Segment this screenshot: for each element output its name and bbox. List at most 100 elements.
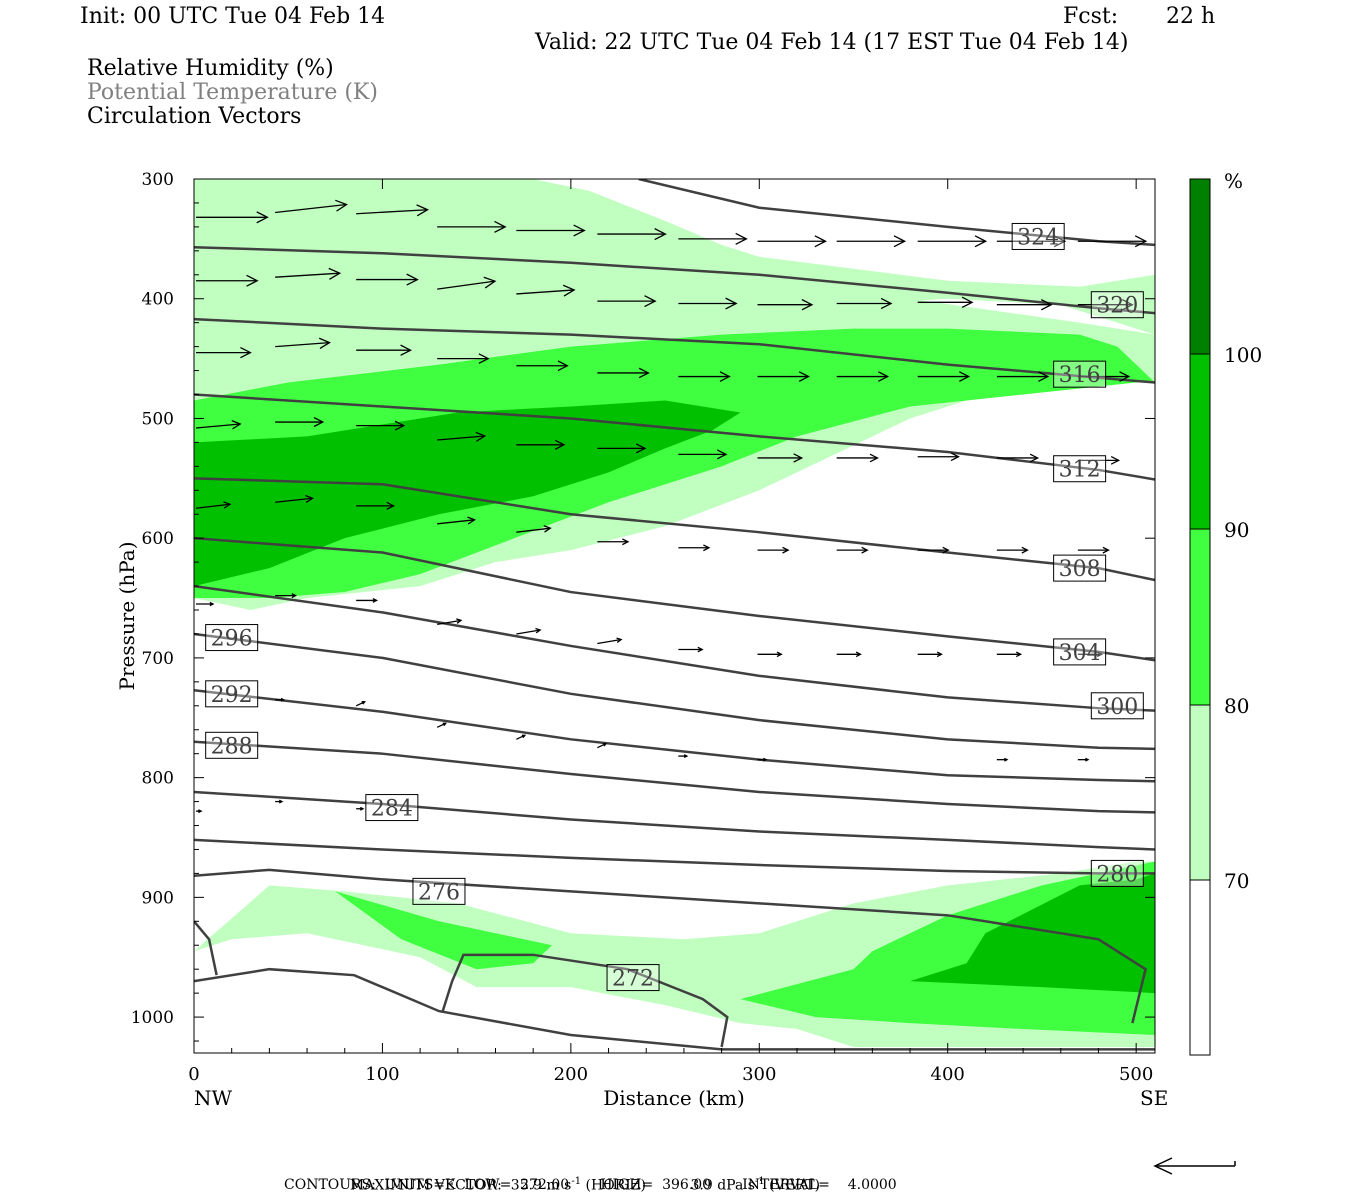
- contour-272: [441, 953, 729, 1048]
- vector-arrow-43: [757, 453, 804, 463]
- max-vector-label: MAXIMUM VECTOR:: [349, 1177, 502, 1194]
- colorbar: 100 90 80 70: [1189, 178, 1262, 1056]
- contour-272: [194, 920, 218, 976]
- contour-labels: 324 320 316 312 308 304 300 296 292 288 284 280 276 2…: [205, 222, 1144, 992]
- vector-arrow-4: [516, 224, 586, 237]
- y-tick-label-1000: 1000: [131, 1008, 174, 1028]
- vector-arrow-56: [836, 546, 869, 554]
- vector-arrow-9: [917, 235, 988, 248]
- vector-arrow-26: [356, 344, 412, 356]
- vector-arrow-15: [437, 276, 497, 290]
- x-tick-label-300: 300: [742, 1064, 776, 1085]
- vector-arrow-28: [516, 360, 569, 372]
- vector-arrow-52: [516, 525, 552, 533]
- rh-region-70-80-0: [194, 179, 1155, 395]
- vector-arrow-21: [917, 296, 974, 308]
- vector-arrow-79: [996, 757, 1009, 762]
- vector-arrow-18: [678, 297, 738, 310]
- svg-text:308: 308: [1059, 557, 1101, 582]
- contour-320: [194, 245, 1155, 315]
- vector-arrow-77: [678, 754, 689, 759]
- contour-label-308: 308: [1053, 554, 1107, 582]
- y-tick-label-300: 300: [142, 170, 174, 190]
- vector-arrow-10: [996, 235, 1067, 248]
- circulation-vectors: [195, 199, 1148, 814]
- contour-label-300: 300: [1090, 692, 1144, 720]
- contour-316: [194, 317, 1155, 384]
- contour-label-284: 284: [365, 794, 419, 822]
- vector-arrow-36: [195, 420, 242, 430]
- vector-arrow-7: [757, 235, 827, 248]
- vector-arrow-5: [597, 228, 667, 241]
- svg-text:312: 312: [1059, 458, 1101, 483]
- rh-region-80-90-3: [194, 328, 1155, 599]
- vector-arrow-12: [196, 274, 259, 287]
- vector-arrow-64: [516, 627, 542, 635]
- vert-unit: (VERT): [769, 1177, 821, 1194]
- contour-label-272: 272: [606, 964, 660, 992]
- vector-arrow-40: [516, 439, 566, 450]
- x-tick-label-400: 400: [931, 1064, 965, 1085]
- vector-arrow-66: [678, 646, 704, 653]
- contour-label-292: 292: [205, 680, 259, 708]
- vector-arrow-1: [275, 199, 348, 214]
- x-tick-label-100: 100: [365, 1064, 399, 1085]
- horiz-unit: (HORIZ): [585, 1177, 646, 1194]
- contour-label-320: 320: [1090, 291, 1144, 319]
- vector-arrow-19: [757, 299, 814, 311]
- vector-arrow-37: [275, 417, 325, 428]
- vector-arrow-39: [437, 431, 487, 442]
- rh-region-80-90-4: [335, 891, 553, 970]
- x-axis-label: Distance (km): [603, 1086, 745, 1110]
- vector-arrow-83: [196, 809, 203, 814]
- vector-arrow-8: [836, 235, 907, 248]
- contour-324: [638, 179, 1155, 247]
- contour-276: [194, 868, 1148, 1024]
- vector-arrow-72: [275, 697, 286, 702]
- x-tick-label-0: 0: [188, 1064, 199, 1085]
- vector-arrow-53: [597, 538, 630, 546]
- vector-arrow-16: [516, 284, 576, 297]
- y-tick-label-800: 800: [142, 769, 174, 789]
- colorbar-label-90: 90: [1224, 518, 1249, 542]
- y-tick-label-600: 600: [142, 529, 174, 549]
- vector-arrow-30: [678, 371, 731, 382]
- vector-arrow-41: [597, 443, 647, 454]
- reference-vector-arrow-icon: [1153, 1157, 1236, 1175]
- svg-text:280: 280: [1096, 862, 1138, 887]
- svg-text:296: 296: [211, 627, 253, 652]
- contour-label-288: 288: [205, 731, 259, 759]
- vector-arrow-59: [1077, 546, 1110, 554]
- y-axis-label: Pressure (hPa): [115, 542, 139, 691]
- contours-info: CONTOURS: UNITS=K LOW= 272.00 HIGH= 396.…: [284, 1177, 897, 1193]
- vector-arrow-48: [195, 501, 232, 509]
- vector-arrow-60: [196, 601, 215, 607]
- svg-text:324: 324: [1017, 225, 1059, 250]
- plot-frame: [193, 178, 1156, 1054]
- vector-arrow-63: [437, 618, 463, 626]
- rh-region-90-100-7: [910, 873, 1155, 994]
- vector-arrow-31: [757, 371, 810, 382]
- vector-arrow-61: [275, 593, 297, 599]
- colorbar-label-100: 100: [1224, 343, 1262, 367]
- rh-region-90-100-6: [194, 400, 741, 587]
- vector-arrow-29: [597, 367, 650, 379]
- vector-arrow-73: [355, 701, 366, 707]
- vector-arrow-6: [678, 232, 748, 245]
- legend-vectors: Circulation Vectors: [87, 104, 302, 129]
- vector-arrow-68: [836, 651, 862, 658]
- y-tick-label-900: 900: [142, 888, 174, 908]
- contour-312: [194, 393, 1155, 481]
- forecast-label: Fcst:: [1063, 4, 1119, 29]
- max-vector-line: MAXIMUM VECTOR: 35.9 m s-1 (HORIZ) 3.9 d…: [341, 1158, 820, 1194]
- contour-288: [194, 740, 1155, 814]
- vector-arrow-22: [996, 299, 1053, 311]
- y-tick-label-700: 700: [142, 649, 174, 669]
- axes: 0 100 200 300 400 500 300 400 500 600 700 800 900 100…: [131, 170, 1155, 1085]
- y-tick-label-500: 500: [142, 409, 174, 429]
- vector-arrow-2: [356, 204, 429, 217]
- theta-contours: [194, 179, 1155, 1051]
- contour-300: [194, 584, 1155, 712]
- vector-arrow-3: [437, 220, 507, 233]
